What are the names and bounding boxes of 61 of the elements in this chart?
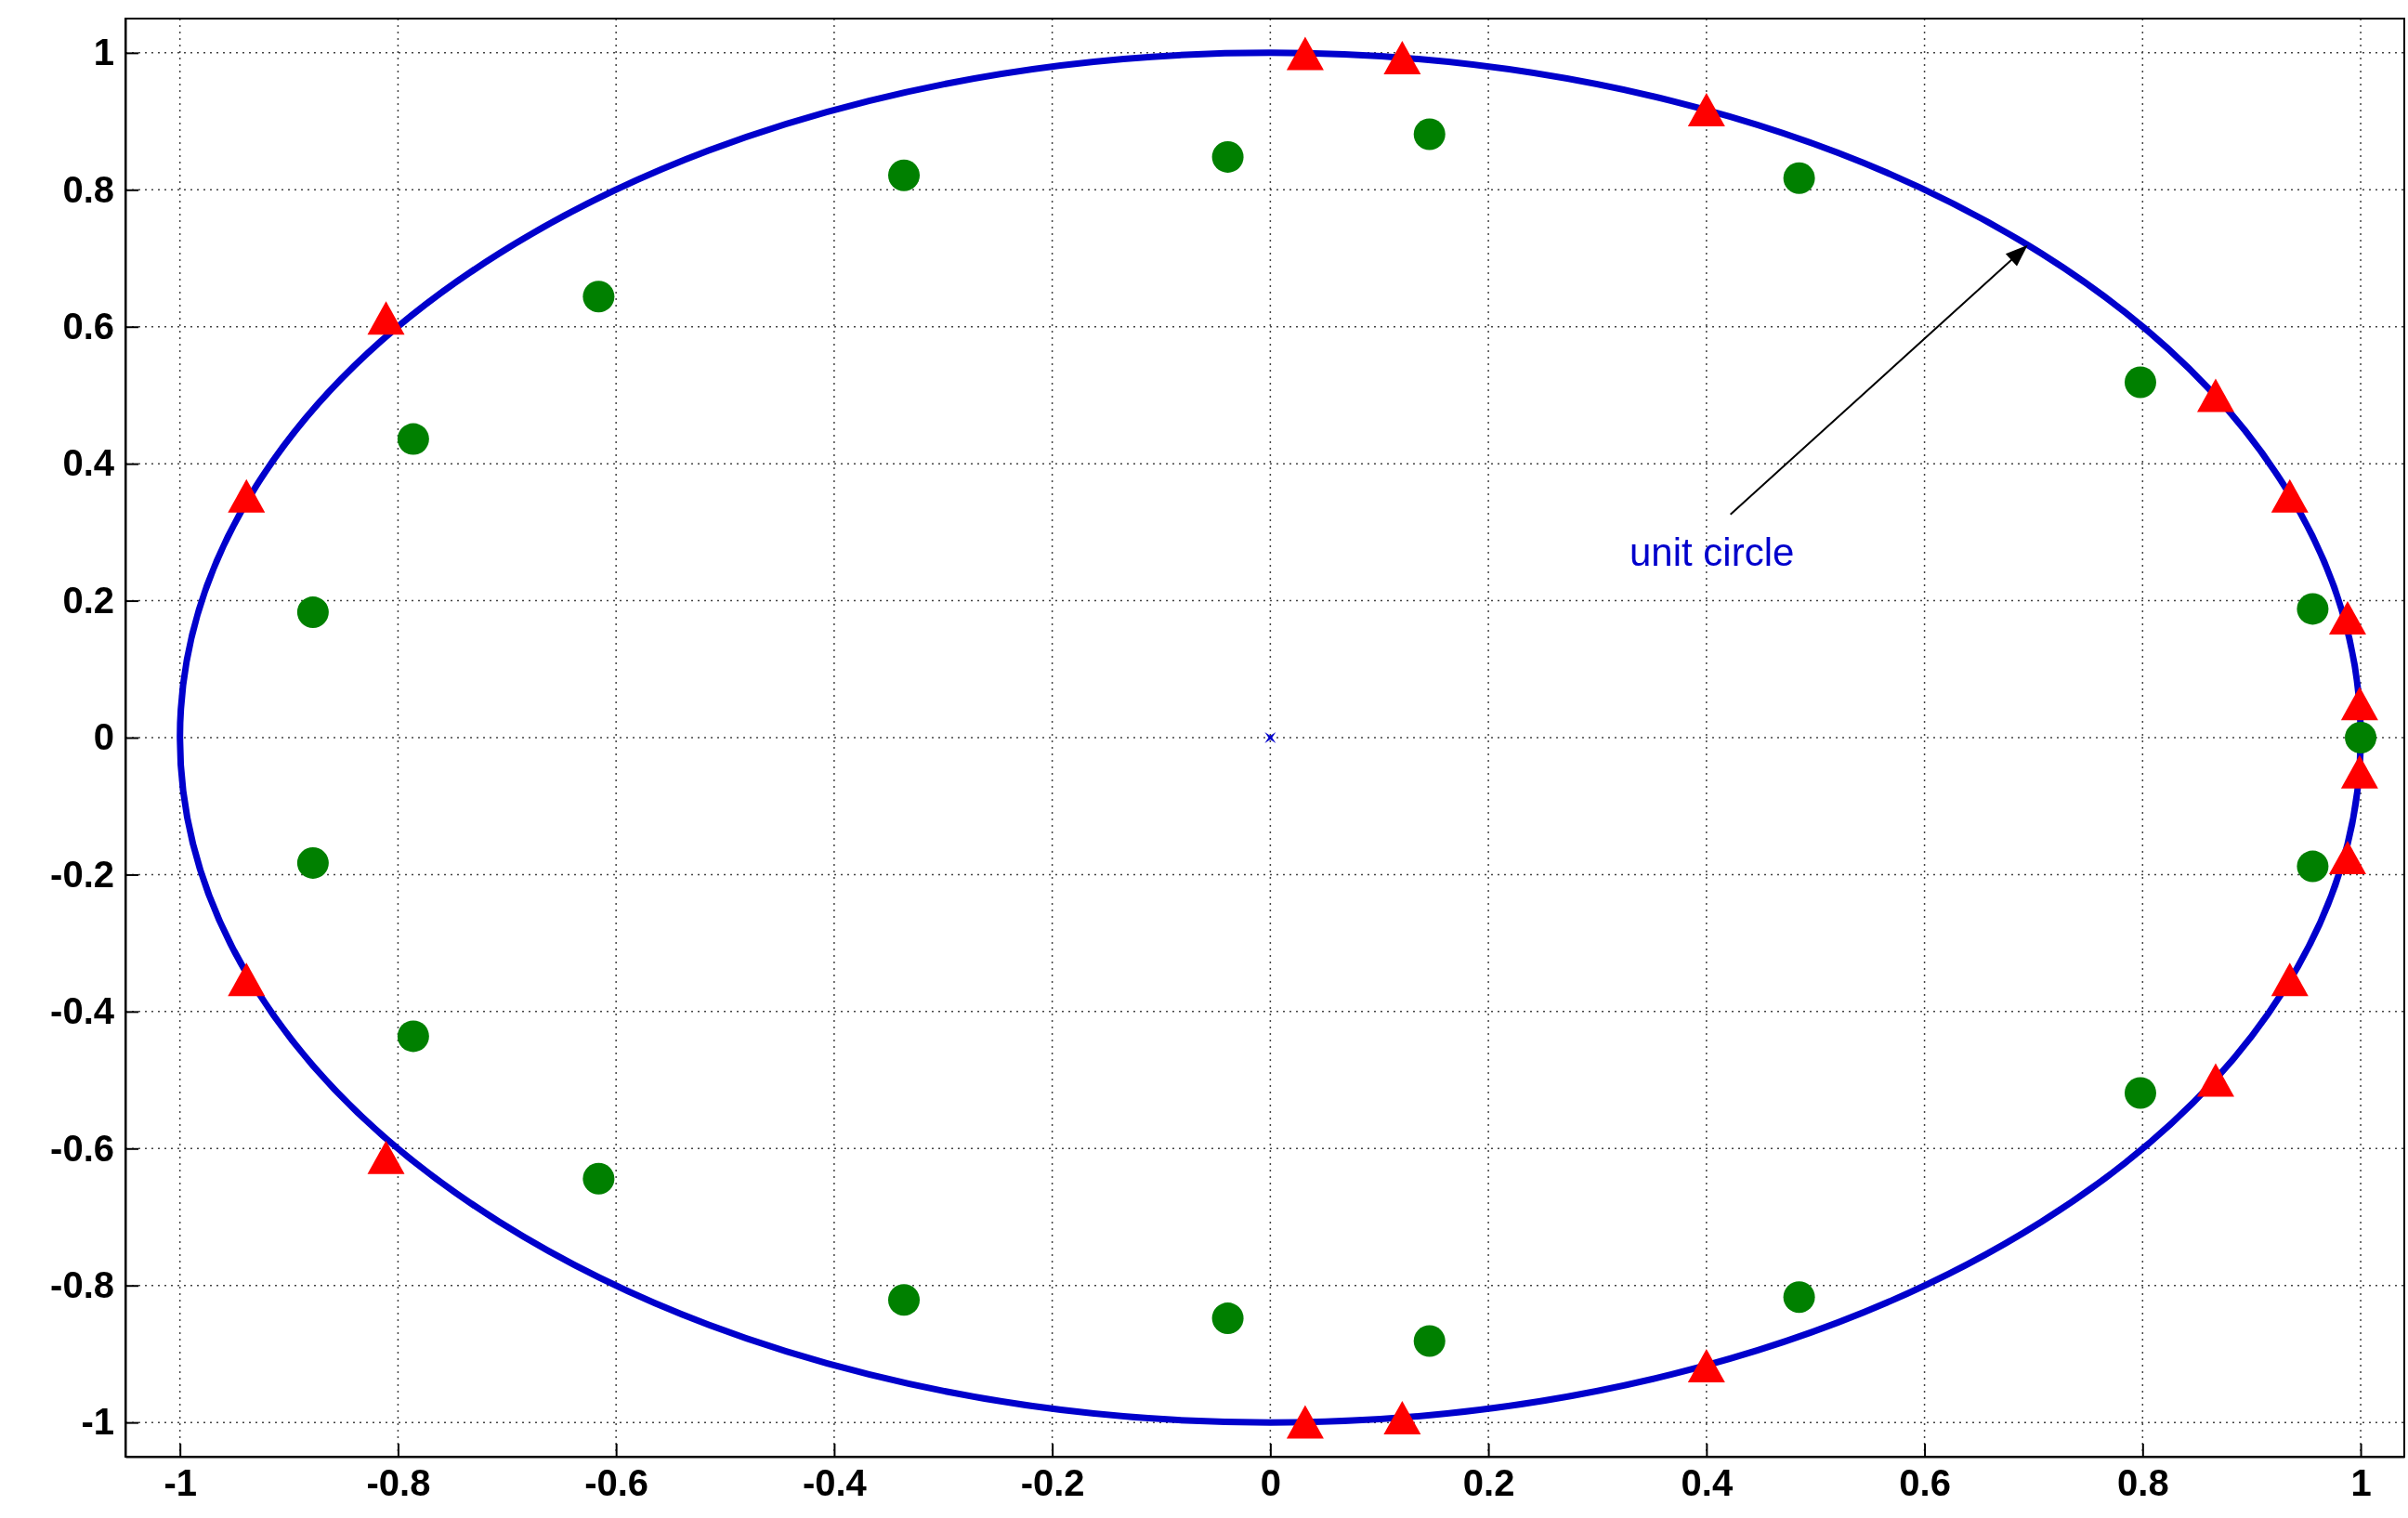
- x-tick-label: -0.8: [366, 1462, 431, 1504]
- point: [397, 1020, 429, 1053]
- point: [296, 846, 329, 879]
- x-tick-label: -0.4: [802, 1462, 868, 1504]
- y-tick-label: 0.6: [62, 306, 114, 347]
- y-tick-label: 1: [93, 32, 114, 73]
- x-tick-label: 0.6: [1899, 1462, 1951, 1504]
- point: [1783, 162, 1815, 194]
- x-tick-label: -1: [164, 1462, 197, 1504]
- point: [2196, 378, 2234, 412]
- point: [1286, 36, 1324, 71]
- y-tick-label: 0.8: [62, 168, 114, 210]
- point: [2345, 722, 2377, 753]
- y-tick-label: -1: [81, 1401, 114, 1443]
- point: [1211, 1302, 1244, 1335]
- point: [228, 962, 266, 997]
- point: [397, 423, 429, 455]
- point: [582, 1162, 615, 1195]
- x-tick-label: 0: [1260, 1462, 1281, 1504]
- point: [2340, 754, 2378, 789]
- point: [1413, 1325, 1446, 1357]
- point: [1286, 1405, 1324, 1439]
- y-tick-label: -0.6: [50, 1127, 114, 1169]
- point: [2328, 841, 2366, 874]
- x-tick-label: -0.2: [1020, 1462, 1085, 1504]
- point: [888, 1284, 921, 1316]
- x-tick-label: 0.8: [2117, 1462, 2169, 1504]
- y-tick-label: -0.4: [50, 990, 115, 1032]
- y-tick-label: -0.2: [50, 853, 114, 895]
- point: [1264, 732, 1276, 743]
- point: [2328, 601, 2366, 635]
- point: [1383, 1400, 1421, 1434]
- point: [1687, 1348, 1725, 1382]
- point: [1783, 1281, 1815, 1314]
- point: [2297, 850, 2329, 883]
- point: [888, 159, 921, 191]
- point: [582, 281, 615, 313]
- point: [2196, 1063, 2234, 1097]
- point: [1211, 140, 1244, 173]
- point: [2297, 593, 2329, 625]
- point: [1687, 93, 1725, 127]
- point: [367, 1140, 405, 1174]
- annotation: unit circle: [1629, 530, 1795, 574]
- point: [2271, 962, 2309, 997]
- point: [2124, 1077, 2156, 1109]
- x-tick-label: 1: [2350, 1462, 2372, 1504]
- point: [2124, 366, 2156, 399]
- point: [367, 301, 405, 335]
- point: [2271, 478, 2309, 513]
- x-tick-label: 0.4: [1681, 1462, 1734, 1504]
- point: [1383, 41, 1421, 75]
- y-tick-label: -0.8: [50, 1264, 114, 1306]
- point: [1413, 118, 1446, 150]
- x-tick-label: -0.6: [584, 1462, 649, 1504]
- y-tick-label: 0.2: [62, 579, 114, 621]
- x-tick-label: 0.2: [1462, 1462, 1515, 1504]
- y-tick-label: 0: [93, 716, 114, 758]
- point: [2340, 687, 2378, 721]
- point: [228, 478, 266, 513]
- y-tick-label: 0.4: [62, 442, 115, 484]
- point: [296, 596, 329, 629]
